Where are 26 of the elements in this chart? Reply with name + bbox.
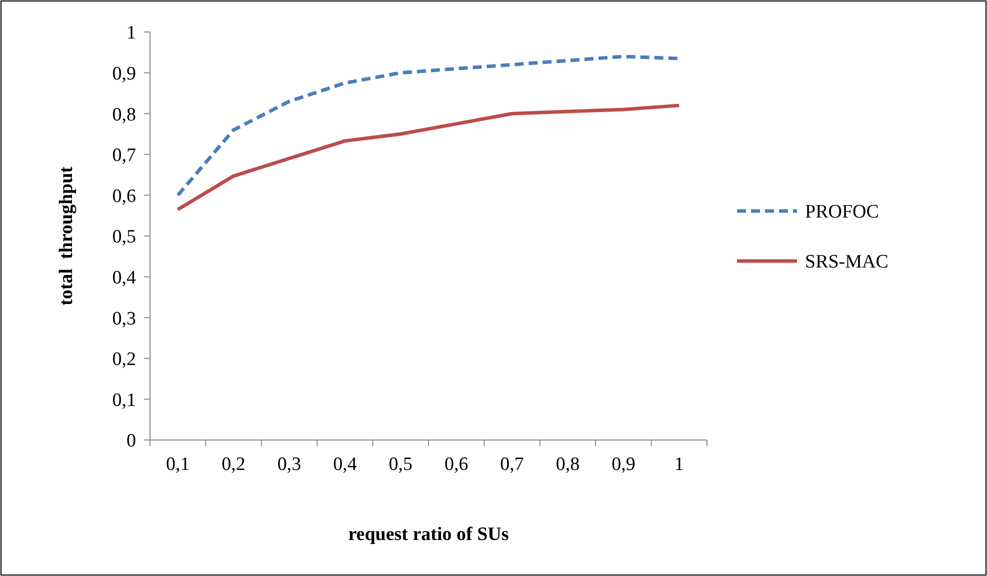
x-tick-label: 0,5: [388, 454, 413, 475]
x-tick-label: 0,6: [444, 454, 468, 475]
x-tick-label: 0,9: [612, 454, 636, 475]
x-tick-label: 0,3: [277, 454, 302, 475]
y-tick-label: 0,2: [112, 349, 136, 370]
x-tick-label: 0,1: [166, 454, 190, 475]
y-tick-label: 0,6: [112, 186, 136, 207]
legend-label: SRS-MAC: [805, 252, 888, 273]
y-tick-label: 0,9: [112, 63, 136, 84]
x-tick-label: 0,8: [556, 454, 580, 475]
x-tick-label: 0,4: [333, 454, 358, 475]
y-tick-label: 0,5: [112, 226, 136, 248]
x-axis-title: request ratio of SUs: [348, 524, 509, 545]
y-tick-label: 0: [126, 430, 136, 452]
x-tick-label: 0,7: [500, 454, 524, 475]
y-tick-label: 0,3: [112, 308, 136, 330]
line-series: [176, 104, 681, 212]
x-tick-label: 0,2: [222, 454, 246, 475]
legend-label: PROFOC: [805, 202, 879, 223]
y-axis-title: total throughput: [56, 166, 77, 306]
y-tick-label: 0,4: [112, 267, 136, 288]
y-tick-label: 0,7: [112, 145, 136, 166]
y-tick-label: 1: [126, 22, 136, 44]
y-tick-label: 0,8: [112, 104, 136, 126]
y-tick-label: 0,1: [112, 390, 136, 411]
x-tick-label: 1: [674, 454, 684, 475]
